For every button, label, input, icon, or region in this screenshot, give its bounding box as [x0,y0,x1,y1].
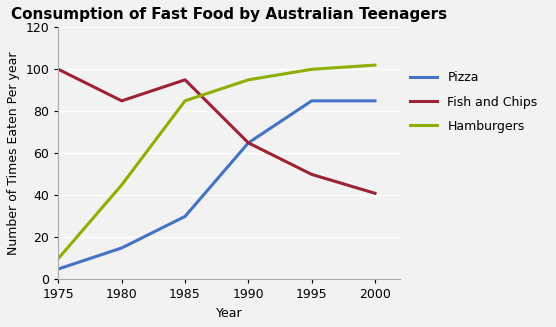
Fish and Chips [118,99,125,103]
Pizza [55,267,62,271]
Pizza [309,99,315,103]
Pizza [371,99,378,103]
Hamburgers [309,67,315,71]
X-axis label: Year: Year [216,307,242,320]
Fish and Chips [245,141,252,145]
Line: Hamburgers: Hamburgers [58,65,375,258]
Hamburgers [371,63,378,67]
Fish and Chips [371,191,378,195]
Hamburgers [55,256,62,260]
Fish and Chips [309,172,315,176]
Fish and Chips [55,67,62,71]
Hamburgers [182,99,188,103]
Pizza [182,215,188,218]
Line: Pizza: Pizza [58,101,375,269]
Y-axis label: Number of Times Eaten Per year: Number of Times Eaten Per year [7,52,20,255]
Pizza [118,246,125,250]
Legend: Pizza, Fish and Chips, Hamburgers: Pizza, Fish and Chips, Hamburgers [410,71,538,133]
Title: Consumption of Fast Food by Australian Teenagers: Consumption of Fast Food by Australian T… [11,7,448,22]
Hamburgers [118,183,125,187]
Line: Fish and Chips: Fish and Chips [58,69,375,193]
Hamburgers [245,78,252,82]
Pizza [245,141,252,145]
Fish and Chips [182,78,188,82]
